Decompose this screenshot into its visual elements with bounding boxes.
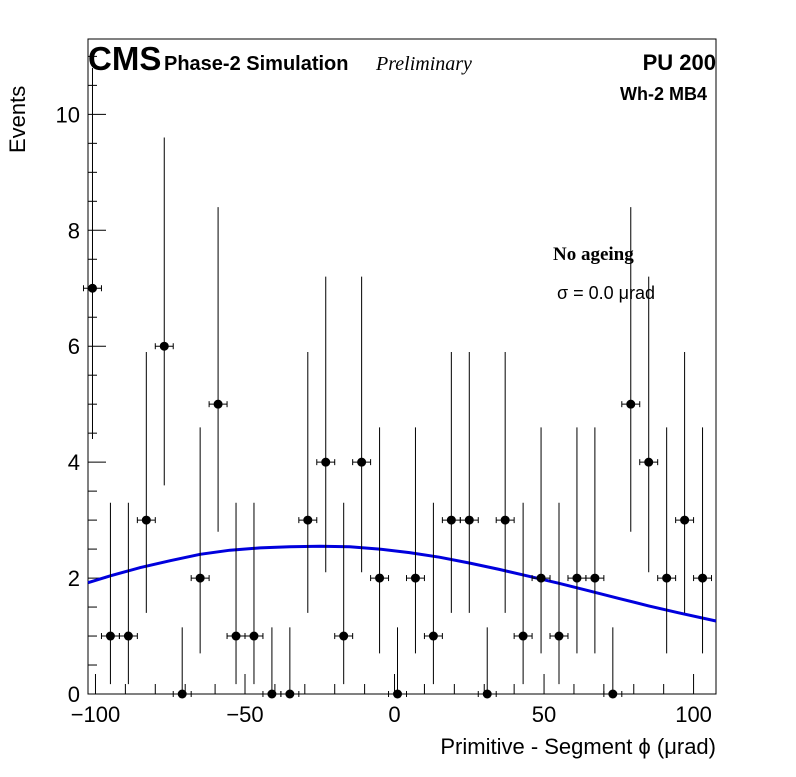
x-axis-title: Primitive - Segment ϕ (μrad) [440,734,716,759]
point-marker [195,573,205,583]
x-tick-label: 50 [532,702,556,727]
status-label: Preliminary [375,53,472,75]
subtitle-label: Phase-2 Simulation [164,53,349,75]
x-tick-label: 100 [675,702,712,727]
point-marker [339,631,349,641]
data-point [83,67,102,439]
y-axis-title: Events [5,86,30,153]
y-tick-label: 10 [56,102,80,127]
point-marker [518,631,528,641]
data-point [657,427,677,654]
point-marker [87,283,97,293]
data-point [370,427,390,654]
point-marker [123,631,133,641]
data-point [441,352,461,613]
point-marker [303,515,313,525]
point-marker [572,573,582,583]
data-point [603,627,623,699]
data-point [531,427,551,654]
data-point [459,352,479,613]
data-point [549,502,569,685]
data-point [190,427,210,654]
point-marker [357,457,367,467]
point-marker [105,631,115,641]
point-marker [213,399,223,409]
point-marker [626,399,636,409]
data-point [244,502,264,685]
experiment-label: CMS [88,40,161,77]
x-tick-label: −50 [226,702,263,727]
data-point [513,502,533,685]
point-marker [536,573,546,583]
point-marker [159,341,169,351]
data-point [136,352,156,613]
data-point [208,207,228,532]
y-tick-label: 4 [68,450,80,475]
point-marker [446,515,456,525]
point-marker [141,515,151,525]
chamber-label: Wh-2 MB4 [620,84,707,104]
sigma-annotation: σ = 0.0 μrad [557,283,655,303]
data-point [477,627,497,699]
data-point [405,427,425,654]
data-point [585,427,605,654]
point-marker [428,631,438,641]
point-marker [590,573,600,583]
data-point [352,276,372,573]
data-point [298,352,318,613]
data-point [423,502,443,685]
point-marker [177,689,187,699]
plot-frame [87,38,717,695]
data-point [154,137,174,486]
point-marker [321,457,331,467]
pileup-label: PU 200 [643,50,716,75]
point-marker [608,689,618,699]
data-point [226,502,246,685]
data-point [316,276,336,573]
x-tick-label: −100 [71,702,121,727]
data-point [388,627,407,699]
y-tick-label: 6 [68,334,80,359]
data-point [172,627,192,699]
x-tick-label: 0 [388,702,400,727]
point-marker [554,631,564,641]
ageing-annotation: No ageing [553,244,634,265]
data-point [495,352,515,613]
point-marker [375,573,385,583]
data-point [675,352,695,613]
data-point [334,502,354,685]
point-marker [267,689,277,699]
data-point [100,502,120,685]
data-point [118,502,138,685]
y-tick-label: 2 [68,566,80,591]
point-marker [285,689,295,699]
data-point [621,207,641,532]
data-point [639,276,659,573]
point-marker [249,631,259,641]
data-point [280,627,300,699]
point-marker [393,689,403,699]
data-point [693,427,713,654]
point-marker [644,457,654,467]
y-tick-label: 0 [68,682,80,707]
data-point [567,427,587,654]
point-marker [231,631,241,641]
point-marker [500,515,510,525]
point-marker [680,515,690,525]
point-marker [662,573,672,583]
point-marker [464,515,474,525]
data-point [262,627,282,699]
y-tick-label: 8 [68,218,80,243]
fit-curve [87,544,717,623]
point-marker [698,573,708,583]
point-marker [482,689,492,699]
point-marker [410,573,420,583]
